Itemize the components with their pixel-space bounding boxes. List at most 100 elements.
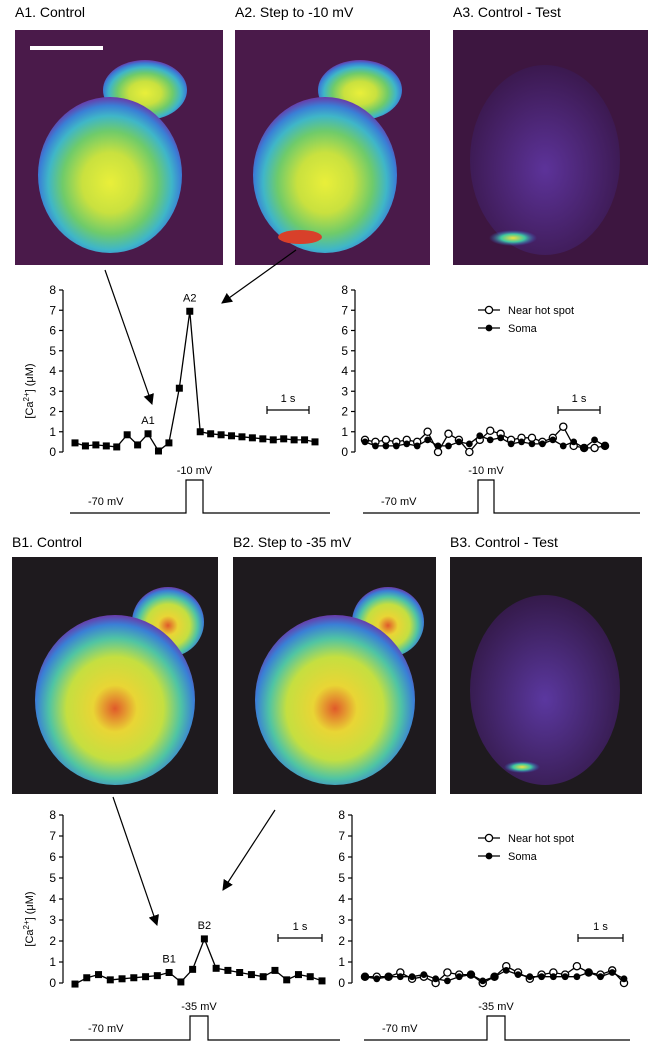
voltage-trace	[70, 479, 330, 514]
data-point	[590, 443, 599, 453]
data-point	[486, 436, 494, 444]
data-point	[238, 433, 246, 441]
holding-label: -70 mV	[381, 496, 417, 508]
series-line	[74, 937, 323, 985]
data-point	[561, 973, 569, 981]
data-point	[538, 440, 546, 448]
y-axis-label-part: ] (μM)	[24, 363, 36, 392]
data-point	[491, 973, 498, 981]
data-point	[527, 433, 537, 443]
legend-marker	[484, 305, 494, 315]
data-point	[455, 438, 463, 446]
data-point	[382, 442, 390, 450]
image-a1	[15, 30, 223, 265]
data-point	[392, 442, 400, 450]
data-point	[526, 973, 534, 981]
arrow	[221, 249, 297, 304]
image-b2	[233, 557, 436, 794]
data-point	[385, 973, 392, 981]
data-point	[413, 442, 421, 450]
panel-title: B3. Control - Test	[450, 534, 558, 550]
y-tick-label: 0	[49, 976, 56, 990]
holding-label: -70 mV	[88, 1023, 124, 1035]
y-tick-label: 7	[338, 829, 345, 843]
data-point	[408, 973, 416, 981]
data-point	[259, 435, 267, 443]
panel-title: B1. Control	[12, 534, 82, 550]
data-point	[573, 973, 581, 981]
data-point	[444, 977, 451, 985]
data-point	[608, 969, 616, 976]
data-point	[280, 435, 288, 443]
scale-bar	[557, 406, 601, 414]
y-tick-label: 6	[49, 850, 56, 864]
data-point	[71, 439, 79, 447]
data-point	[497, 434, 505, 442]
annotation: B2	[198, 920, 211, 932]
data-point	[306, 973, 314, 981]
y-tick-label: 3	[49, 384, 56, 398]
data-point	[207, 430, 215, 438]
annotation: A2	[183, 292, 196, 304]
y-tick-label: 4	[338, 892, 345, 906]
data-point	[165, 969, 173, 976]
data-point	[559, 422, 568, 431]
data-point	[597, 973, 604, 981]
legend-label: Soma	[508, 851, 538, 863]
y-tick-label: 1	[338, 955, 345, 969]
data-point	[123, 431, 131, 439]
data-point	[153, 972, 161, 980]
data-point	[424, 436, 432, 444]
data-point	[373, 975, 381, 983]
data-point	[247, 971, 255, 979]
data-point	[361, 438, 369, 446]
arrow	[104, 269, 154, 406]
scale-bar	[266, 406, 310, 414]
data-point	[228, 432, 236, 440]
step-label: -35 mV	[181, 1001, 217, 1013]
voltage-trace	[70, 1015, 340, 1041]
y-tick-label: 1	[49, 955, 56, 969]
legend-marker	[485, 852, 493, 860]
data-point	[269, 436, 277, 444]
data-point	[196, 428, 204, 436]
data-point	[549, 436, 557, 444]
y-axis-label-part: [Ca	[24, 929, 36, 947]
data-point	[476, 432, 484, 440]
data-point	[318, 977, 326, 985]
panel-title: A3. Control - Test	[453, 4, 561, 20]
data-point	[591, 436, 598, 444]
data-point	[130, 974, 138, 982]
series-line	[74, 311, 316, 452]
data-point	[433, 447, 443, 457]
data-point	[177, 978, 185, 986]
data-point	[224, 966, 232, 974]
data-point	[189, 965, 197, 973]
data-point	[445, 442, 452, 450]
data-point	[443, 968, 452, 977]
legend-label: Near hot spot	[508, 305, 574, 317]
scale-bar-label: 1 s	[281, 393, 296, 405]
data-point	[106, 976, 114, 984]
y-tick-label: 0	[49, 445, 56, 459]
data-point	[570, 438, 578, 446]
data-point	[455, 973, 463, 981]
y-tick-label: 0	[338, 976, 345, 990]
data-point	[217, 431, 225, 439]
scale-bar-label: 1 s	[293, 921, 308, 933]
series-line	[364, 425, 606, 454]
y-tick-label: 5	[341, 344, 348, 358]
y-tick-label: 8	[338, 808, 345, 822]
data-point	[290, 436, 298, 444]
data-point	[434, 442, 442, 450]
data-point	[479, 977, 487, 985]
y-tick-label: 5	[49, 344, 56, 358]
y-tick-label: 7	[49, 303, 56, 317]
data-point	[559, 442, 567, 450]
data-point	[432, 975, 440, 983]
data-point	[118, 975, 126, 983]
panel-title: A1. Control	[15, 4, 85, 20]
data-point	[212, 964, 220, 972]
